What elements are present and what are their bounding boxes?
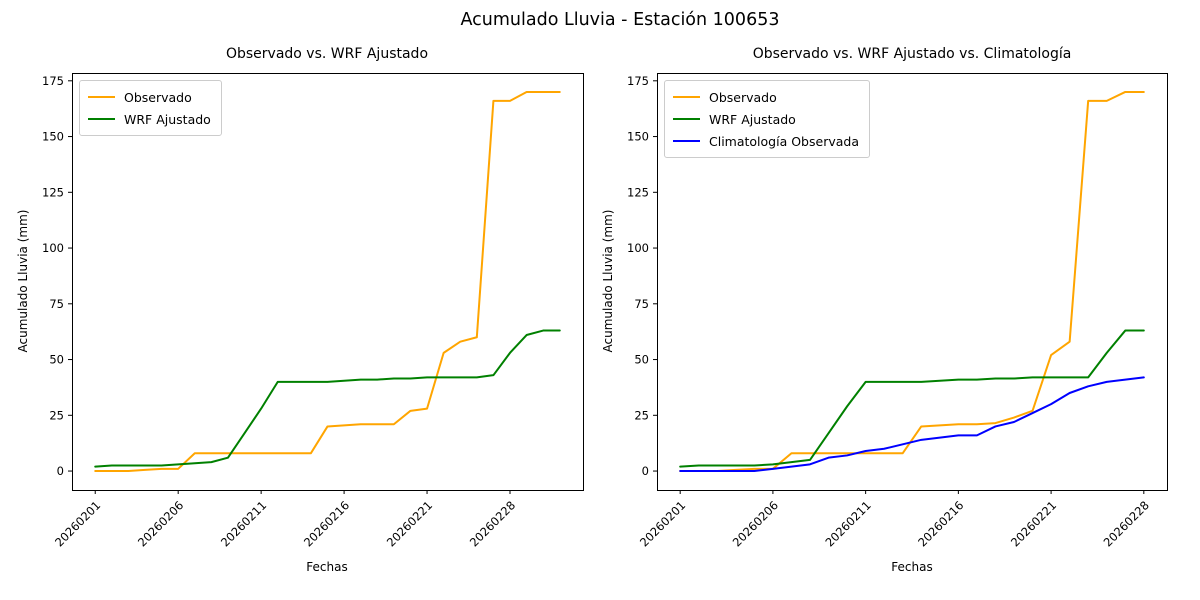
axes-frame	[72, 73, 584, 491]
legend-swatch-observado	[88, 95, 115, 99]
legend-swatch-wrf-ajustado	[673, 117, 700, 121]
x-tick-label: 20260201	[52, 498, 103, 549]
subplot-title-left: Observado vs. WRF Ajustado	[225, 46, 429, 62]
legend-entry-observado: Observado	[673, 86, 859, 108]
y-axis-label-left: Acumulado Lluvia (mm)	[16, 209, 30, 353]
legend-label: WRF Ajustado	[124, 111, 211, 127]
legend-label: Observado	[709, 89, 777, 105]
y-tick-label: 50	[49, 353, 64, 367]
x-tick-label: 20260206	[730, 498, 781, 549]
subplot-title-right: Observado vs. WRF Ajustado vs. Climatolo…	[752, 46, 1072, 62]
legend-entry-climatolog-a-observada: Climatología Observada	[673, 130, 859, 152]
y-tick-label: 25	[634, 408, 649, 422]
y-tick-label: 50	[634, 353, 649, 367]
line-wrf-ajustado	[94, 329, 561, 468]
legend-entry-wrf-ajustado: WRF Ajustado	[88, 108, 211, 130]
legend-entry-observado: Observado	[88, 86, 211, 108]
y-tick-label: 100	[42, 241, 64, 255]
figure-title: Acumulado Lluvia - Estación 100653	[460, 10, 780, 30]
y-tick-label: 125	[42, 185, 64, 199]
x-axis-label-left: Fechas	[306, 560, 348, 574]
x-tick-label: 20260211	[822, 498, 873, 549]
legend-label: WRF Ajustado	[709, 111, 796, 127]
line-climatolog-a-observada	[679, 376, 1145, 473]
x-axis-label-right: Fechas	[891, 560, 933, 574]
line-observado	[679, 90, 1145, 473]
x-tick-label: 20260216	[915, 498, 966, 549]
y-tick-label: 150	[42, 130, 64, 144]
x-tick-label: 20260216	[301, 498, 352, 549]
y-tick-label: 75	[634, 297, 649, 311]
x-tick-label: 20260201	[637, 498, 688, 549]
y-tick-label: 100	[627, 241, 649, 255]
y-tick-label: 25	[49, 408, 64, 422]
legend-entry-wrf-ajustado: WRF Ajustado	[673, 108, 859, 130]
y-tick-label: 125	[627, 185, 649, 199]
legend-right: Observado WRF Ajustado Climatología Observ…	[664, 80, 870, 158]
line-wrf-ajustado	[679, 329, 1145, 468]
y-tick-label: 175	[42, 74, 64, 88]
x-tick-label: 20260228	[1101, 498, 1152, 549]
x-tick-label: 20260211	[218, 498, 269, 549]
legend-left: Observado WRF Ajustado	[79, 80, 222, 136]
x-tick-label: 20260221	[1008, 498, 1059, 549]
axes-frame	[657, 73, 1168, 491]
line-observado	[94, 90, 561, 473]
legend-swatch-wrf-ajustado	[88, 117, 115, 121]
legend-label: Observado	[124, 89, 192, 105]
y-tick-label: 175	[627, 74, 649, 88]
y-tick-label: 0	[642, 464, 649, 478]
x-tick-label: 20260221	[384, 498, 435, 549]
legend-label: Climatología Observada	[709, 133, 859, 149]
y-tick-label: 75	[49, 297, 64, 311]
y-tick-label: 150	[627, 130, 649, 144]
legend-swatch-observado	[673, 95, 700, 99]
x-tick-label: 20260228	[467, 498, 518, 549]
x-tick-label: 20260206	[135, 498, 186, 549]
legend-swatch-climatolog-a-observada	[673, 139, 700, 143]
y-tick-label: 0	[57, 464, 64, 478]
y-axis-label-right: Acumulado Lluvia (mm)	[601, 209, 615, 353]
